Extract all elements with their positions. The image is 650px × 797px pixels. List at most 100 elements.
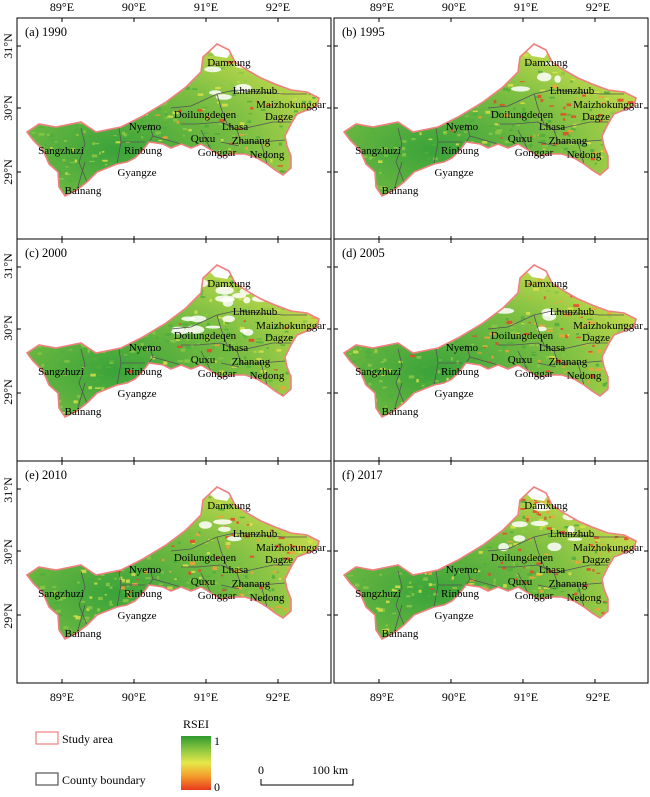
rsei-pixel bbox=[496, 127, 501, 129]
rsei-pixel bbox=[580, 525, 586, 528]
county-label: Maizhokunggar bbox=[573, 320, 643, 332]
rsei-pixel bbox=[521, 555, 528, 558]
rsei-pixel bbox=[511, 337, 517, 340]
rsei-pixel bbox=[140, 120, 145, 122]
lon-tick-label: 89°E bbox=[370, 0, 394, 14]
rsei-pixel bbox=[534, 512, 538, 514]
rsei-pixel bbox=[246, 524, 249, 526]
rsei-pixel bbox=[287, 543, 293, 546]
rsei-pixel bbox=[538, 513, 542, 516]
rsei-pixel bbox=[87, 144, 90, 149]
rsei-pixel bbox=[472, 335, 478, 337]
rsei-pixel bbox=[308, 100, 311, 103]
rsei-pixel bbox=[598, 96, 605, 98]
rsei-pixel bbox=[269, 607, 274, 611]
rsei-pixel bbox=[351, 353, 356, 356]
map-panel: Damxung Lhunzhub Maizhokunggar Doilungdeqen… bbox=[16, 460, 332, 684]
rsei-pixel bbox=[188, 128, 192, 132]
rsei-pixel bbox=[383, 358, 387, 362]
rsei-pixel bbox=[209, 298, 213, 302]
rsei-pixel bbox=[126, 370, 133, 374]
county-boundary-line bbox=[465, 356, 471, 364]
rsei-pixel bbox=[55, 144, 61, 147]
rsei-pixel bbox=[264, 142, 268, 146]
county-boundary-line bbox=[220, 362, 240, 368]
rsei-pixel bbox=[380, 361, 385, 363]
rsei-pixel bbox=[406, 392, 411, 395]
rsei-pixel bbox=[173, 559, 178, 563]
rsei-pixel bbox=[478, 551, 483, 554]
lon-tick-label: 91°E bbox=[514, 690, 538, 704]
rsei-pixel bbox=[88, 386, 93, 390]
county-boundary-line bbox=[166, 139, 182, 145]
rsei-pixel bbox=[547, 120, 552, 123]
county-boundary-line bbox=[166, 360, 182, 366]
rsei-pixel bbox=[528, 537, 532, 541]
rsei-pixel bbox=[484, 338, 487, 340]
rsei-pixel bbox=[366, 379, 372, 381]
rsei-pixel bbox=[590, 116, 593, 120]
snow-patch bbox=[215, 286, 234, 295]
rsei-pixel bbox=[511, 125, 515, 128]
rsei-pixel bbox=[507, 342, 514, 344]
county-label: Doilungdeqen bbox=[491, 330, 554, 342]
study-area-label: Study area bbox=[62, 732, 114, 746]
rsei-pixel bbox=[242, 334, 248, 337]
county-label: Dagze bbox=[265, 332, 293, 344]
rsei-pixel bbox=[608, 549, 611, 553]
rsei-pixel bbox=[588, 350, 594, 353]
rsei-pixel bbox=[520, 508, 526, 510]
rsei-pixel bbox=[447, 569, 453, 572]
rsei-pixel bbox=[553, 311, 557, 313]
rsei-pixel bbox=[537, 83, 541, 85]
county-boundary-line bbox=[517, 350, 529, 372]
county-label: Maizhokunggar bbox=[256, 320, 326, 332]
rsei-pixel bbox=[137, 581, 144, 584]
rsei-pixel bbox=[572, 139, 575, 143]
county-label: Zhanang bbox=[232, 135, 271, 147]
rsei-pixel bbox=[395, 382, 401, 385]
rsei-pixel bbox=[576, 589, 581, 593]
county-label: Sangzhuzi bbox=[38, 145, 84, 157]
rsei-pixel bbox=[236, 566, 240, 569]
rsei-pixel bbox=[226, 558, 231, 560]
county-boundary-line bbox=[533, 93, 555, 131]
rsei-pixel bbox=[266, 104, 272, 106]
rsei-pixel bbox=[544, 553, 550, 555]
rsei-pixel bbox=[122, 599, 129, 603]
rsei-pixel bbox=[190, 570, 196, 573]
rsei-pixel bbox=[271, 535, 275, 539]
rsei-pixel bbox=[222, 66, 226, 70]
rsei-pixel bbox=[217, 531, 221, 533]
rsei-pixel bbox=[90, 373, 96, 377]
rsei-pixel bbox=[200, 359, 204, 361]
region-fill bbox=[27, 487, 319, 639]
rsei-pixel bbox=[102, 151, 105, 153]
county-boundary-line bbox=[483, 582, 499, 588]
rsei-pixel bbox=[617, 328, 624, 332]
rsei-pixel bbox=[228, 349, 233, 351]
rsei-pixel bbox=[393, 147, 399, 149]
county-label: Rinbung bbox=[441, 588, 479, 600]
rsei-pixel bbox=[141, 353, 147, 356]
rsei-pixel bbox=[596, 349, 602, 353]
county-boundary-line bbox=[517, 129, 529, 151]
county-boundary-line bbox=[148, 356, 154, 364]
rsei-pixel bbox=[164, 111, 167, 113]
rsei-pixel bbox=[383, 386, 388, 388]
map-panels: Damxung Lhunzhub Maizhokunggar Doilungdeqen… bbox=[16, 17, 649, 684]
rsei-pixel bbox=[437, 370, 441, 374]
snow-patch bbox=[567, 525, 575, 534]
rsei-pixel bbox=[218, 538, 224, 541]
rsei-pixel bbox=[227, 61, 233, 64]
rsei-pixel bbox=[378, 160, 383, 163]
rsei-pixel bbox=[451, 576, 454, 580]
rsei-pixel bbox=[595, 368, 602, 371]
county-label: Nyemo bbox=[129, 121, 162, 133]
rsei-pixel bbox=[538, 277, 543, 281]
rsei-pixel bbox=[539, 133, 546, 137]
rsei-pixel bbox=[384, 349, 390, 352]
rsei-pixel bbox=[400, 402, 404, 404]
rsei-pixel bbox=[428, 138, 433, 141]
rsei-pixel bbox=[81, 130, 84, 134]
